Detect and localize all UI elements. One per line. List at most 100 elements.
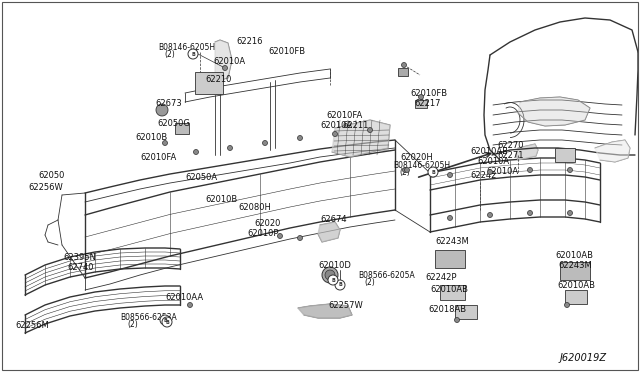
Circle shape [160,315,170,325]
FancyBboxPatch shape [415,100,427,108]
Circle shape [156,104,168,116]
FancyBboxPatch shape [175,123,189,134]
Text: 62010B: 62010B [205,196,237,205]
Text: 62010AA: 62010AA [165,294,203,302]
Circle shape [403,167,408,173]
Text: 62010A: 62010A [477,157,509,167]
Text: 62740: 62740 [67,263,93,273]
Text: (2): (2) [164,51,175,60]
Text: 62010AB: 62010AB [555,250,593,260]
FancyBboxPatch shape [560,262,590,280]
Text: 62674: 62674 [320,215,347,224]
FancyBboxPatch shape [435,250,465,268]
Text: B: B [163,317,167,323]
Circle shape [188,302,193,308]
Circle shape [193,150,198,154]
Circle shape [419,94,424,99]
Circle shape [568,211,573,215]
Polygon shape [516,144,538,160]
Text: 62018AB: 62018AB [428,305,466,314]
Circle shape [428,167,438,177]
Polygon shape [518,97,590,126]
FancyBboxPatch shape [555,148,575,162]
Text: 62395N: 62395N [63,253,96,262]
Text: 62010AB: 62010AB [557,280,595,289]
Text: 62050A: 62050A [185,173,217,183]
Text: 62211: 62211 [342,122,369,131]
Text: B08146-6205H: B08146-6205H [393,160,450,170]
Text: B: B [191,51,195,57]
Text: 62271: 62271 [497,151,524,160]
Circle shape [568,167,573,173]
Circle shape [527,211,532,215]
FancyBboxPatch shape [565,290,587,304]
Circle shape [322,267,338,283]
Text: J620019Z: J620019Z [560,353,607,363]
Text: 62210: 62210 [205,76,232,84]
Text: 62050G: 62050G [157,119,190,128]
Polygon shape [318,222,340,242]
Text: 62010FA: 62010FA [326,110,362,119]
Polygon shape [215,40,232,80]
Text: 62050: 62050 [38,170,65,180]
Text: B: B [331,278,335,282]
Text: B08566-6205A: B08566-6205A [358,272,415,280]
Polygon shape [332,120,390,157]
Text: B08146-6205H: B08146-6205H [158,44,215,52]
Text: 62010P: 62010P [247,230,278,238]
Circle shape [278,234,282,238]
Text: 62243M: 62243M [558,260,592,269]
Text: 62020: 62020 [254,219,280,228]
Circle shape [447,215,452,221]
Circle shape [488,170,493,174]
Text: 62010FA: 62010FA [140,153,176,161]
Text: 62270: 62270 [497,141,524,150]
Circle shape [447,173,452,177]
Text: 62010A: 62010A [213,58,245,67]
Circle shape [223,65,227,71]
Text: (2): (2) [127,320,138,328]
Text: B: B [338,282,342,288]
Circle shape [328,275,338,285]
Circle shape [404,167,410,173]
Circle shape [298,135,303,141]
Circle shape [298,235,303,241]
Text: 62010AB: 62010AB [430,285,468,295]
Text: 62673: 62673 [155,99,182,109]
Text: (2): (2) [364,279,375,288]
Text: 62242P: 62242P [425,273,456,282]
Text: B: B [165,320,169,324]
Text: 62256W: 62256W [28,183,63,192]
Text: B08566-6253A: B08566-6253A [120,312,177,321]
Text: 62010FB: 62010FB [410,90,447,99]
Circle shape [527,167,532,173]
FancyBboxPatch shape [398,68,408,76]
Text: (2): (2) [399,167,410,176]
Circle shape [335,280,345,290]
Text: 62010A: 62010A [486,167,518,176]
Circle shape [333,131,337,137]
Polygon shape [298,304,352,318]
Circle shape [262,141,268,145]
Text: 62020H: 62020H [400,154,433,163]
Circle shape [163,141,168,145]
Text: 62256M: 62256M [15,321,49,330]
Polygon shape [595,140,630,162]
Text: 62010AB: 62010AB [470,148,508,157]
FancyBboxPatch shape [195,72,223,94]
Text: 62080H: 62080H [238,203,271,212]
FancyBboxPatch shape [440,285,465,300]
Text: 62242: 62242 [470,170,497,180]
Text: 62216: 62216 [236,38,262,46]
FancyBboxPatch shape [455,305,477,319]
Circle shape [367,128,372,132]
Text: 62010FB: 62010FB [268,48,305,57]
Text: 62010D: 62010D [318,260,351,269]
Circle shape [325,270,335,280]
Circle shape [162,317,172,327]
Text: 62217: 62217 [414,99,440,109]
Text: 62257W: 62257W [328,301,363,310]
Circle shape [454,317,460,323]
Text: B: B [431,170,435,174]
Circle shape [564,302,570,308]
